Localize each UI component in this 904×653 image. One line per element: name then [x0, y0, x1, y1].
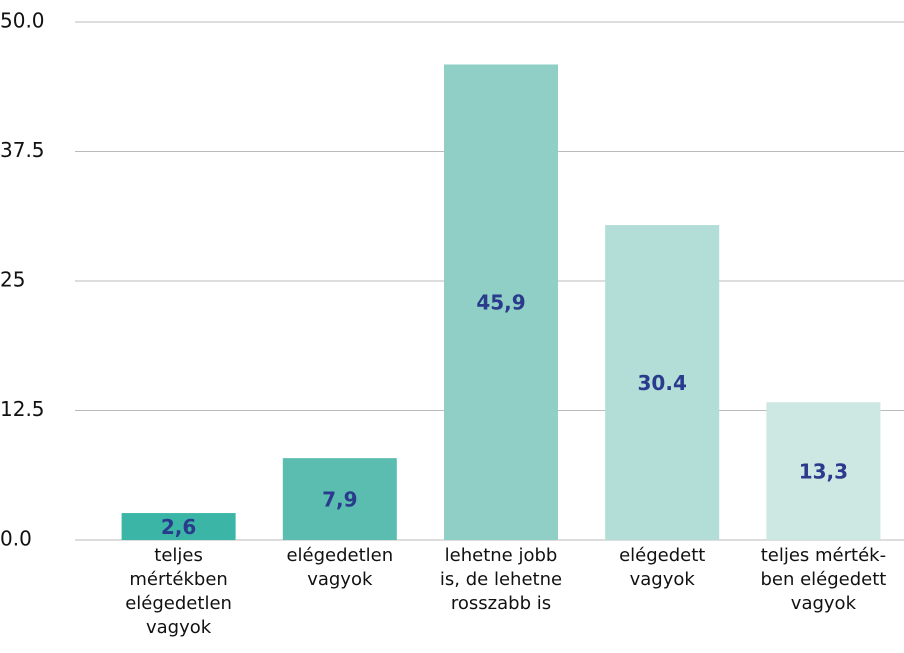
- y-tick-label: 0.0: [0, 527, 32, 551]
- value-label: 13,3: [799, 460, 848, 484]
- y-tick-label: 50.0: [0, 9, 45, 33]
- value-label: 30.4: [638, 371, 687, 395]
- y-tick-label: 12.5: [0, 397, 45, 421]
- y-tick-label: 25: [0, 268, 25, 292]
- chart: 0.0 12.5 25 37.5 50.0 2,6 teljesmértékbenelége…: [0, 0, 904, 653]
- value-label: 45,9: [476, 291, 525, 315]
- value-label: 2,6: [161, 515, 196, 539]
- y-tick-label: 37.5: [0, 138, 45, 162]
- value-label: 7,9: [322, 488, 357, 512]
